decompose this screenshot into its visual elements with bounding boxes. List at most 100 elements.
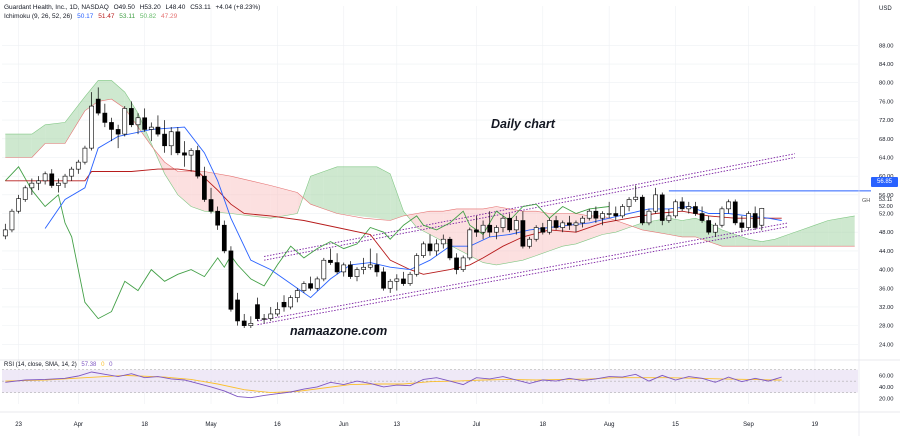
- cloud-segment: [721, 229, 736, 247]
- rsi-line: [5, 371, 782, 399]
- candle-body: [580, 217, 585, 224]
- y-tick-label: 84.00: [879, 62, 894, 68]
- change-value: +4.04 (+8.23%): [215, 4, 261, 11]
- candle-body: [706, 220, 712, 233]
- candle: [401, 271, 406, 286]
- candle: [155, 115, 161, 137]
- candle-body: [321, 259, 327, 280]
- candle: [288, 295, 294, 310]
- candle-body: [739, 222, 745, 228]
- candle: [659, 192, 665, 226]
- candle: [228, 246, 234, 312]
- candle: [129, 101, 134, 128]
- candle-body: [752, 213, 758, 228]
- candle: [208, 187, 214, 214]
- ichimoku-header[interactable]: Ichimoku (9, 26, 52, 26) 50.17 51.47 53.…: [4, 13, 180, 21]
- candle-body: [434, 243, 439, 252]
- y-tick-label: 28.00: [879, 324, 894, 330]
- candle: [726, 199, 731, 214]
- candle-body: [148, 126, 154, 130]
- candle: [202, 166, 207, 202]
- rsi-header[interactable]: RSI (14, close, SMA, 14, 2) 57.38 0 0: [4, 362, 112, 368]
- candle-body: [168, 131, 174, 147]
- cloud-segment: [302, 176, 311, 205]
- candle: [666, 208, 672, 223]
- candle-body: [759, 208, 765, 226]
- candle-body: [699, 213, 705, 221]
- x-tick-label: 23: [15, 422, 22, 428]
- candle: [447, 236, 453, 261]
- open-value: O49.50: [113, 4, 135, 11]
- candle-body: [513, 220, 519, 231]
- candle-body: [235, 299, 240, 322]
- candle-body: [56, 182, 61, 186]
- x-tick-label: 15: [672, 422, 679, 428]
- candle: [374, 253, 380, 277]
- candle-body: [102, 112, 108, 123]
- candle: [759, 207, 765, 231]
- candle: [693, 201, 698, 216]
- candle: [22, 185, 28, 202]
- candle-body: [341, 264, 347, 273]
- candle-body: [115, 129, 121, 135]
- candle: [301, 281, 307, 293]
- candle-body: [553, 220, 559, 228]
- candle-body: [155, 126, 161, 135]
- candle: [553, 215, 559, 230]
- candle: [440, 234, 446, 249]
- candle-body: [374, 264, 380, 273]
- cloud-segment: [65, 96, 85, 144]
- rsi-tick-label: 20.00: [879, 396, 894, 402]
- candle-body: [394, 278, 400, 282]
- candle: [62, 173, 68, 188]
- candle-body: [586, 210, 592, 219]
- candle-body: [241, 320, 247, 326]
- ichimoku-value-2: 53.11: [119, 13, 136, 20]
- candle: [686, 201, 692, 214]
- x-tick-label: Sep: [743, 422, 754, 428]
- candle: [507, 213, 512, 233]
- rsi-tick-label: 40.00: [879, 385, 894, 391]
- candle-body: [613, 213, 619, 217]
- candle: [739, 215, 745, 233]
- y-tick-label: 72.00: [879, 118, 894, 124]
- cloud-segment: [642, 220, 656, 233]
- candle: [633, 185, 639, 202]
- candle-body: [573, 222, 579, 226]
- candle: [334, 253, 340, 275]
- candle-body: [348, 264, 353, 277]
- candle: [341, 262, 347, 277]
- candle: [381, 267, 386, 291]
- cloud-segment: [111, 80, 125, 109]
- candle: [241, 313, 247, 328]
- candle: [195, 145, 201, 179]
- cloud-segment: [250, 180, 271, 219]
- candle-body: [16, 198, 21, 212]
- y-tick-label: 88.00: [879, 43, 894, 49]
- x-tick-label: 19: [812, 422, 819, 428]
- candle-body: [653, 194, 658, 212]
- candle-body: [527, 238, 532, 247]
- candle-body: [22, 187, 28, 200]
- candle: [600, 211, 605, 226]
- candle-body: [9, 210, 15, 231]
- candle-body: [666, 215, 672, 221]
- candle-body: [387, 280, 393, 289]
- candle-body: [89, 105, 94, 149]
- y-tick-label: 56.00: [879, 193, 894, 199]
- price-level-tag[interactable]: 56.85: [871, 177, 898, 187]
- candle: [56, 178, 61, 193]
- candle: [620, 204, 625, 219]
- x-tick-label: Aug: [604, 422, 615, 428]
- candle-body: [633, 196, 639, 200]
- rsi-value-2: 0: [101, 362, 105, 368]
- cloud-segment: [602, 215, 616, 235]
- candle-body: [593, 210, 599, 219]
- symbol-header: Guardant Health, Inc., 1D, NASDAQ O49.50…: [4, 4, 263, 12]
- x-tick-label: 18: [141, 422, 148, 428]
- candle: [427, 234, 433, 256]
- cloud-segment: [323, 166, 338, 214]
- candle: [115, 124, 121, 149]
- last-price-label-2: 52.00: [879, 204, 893, 210]
